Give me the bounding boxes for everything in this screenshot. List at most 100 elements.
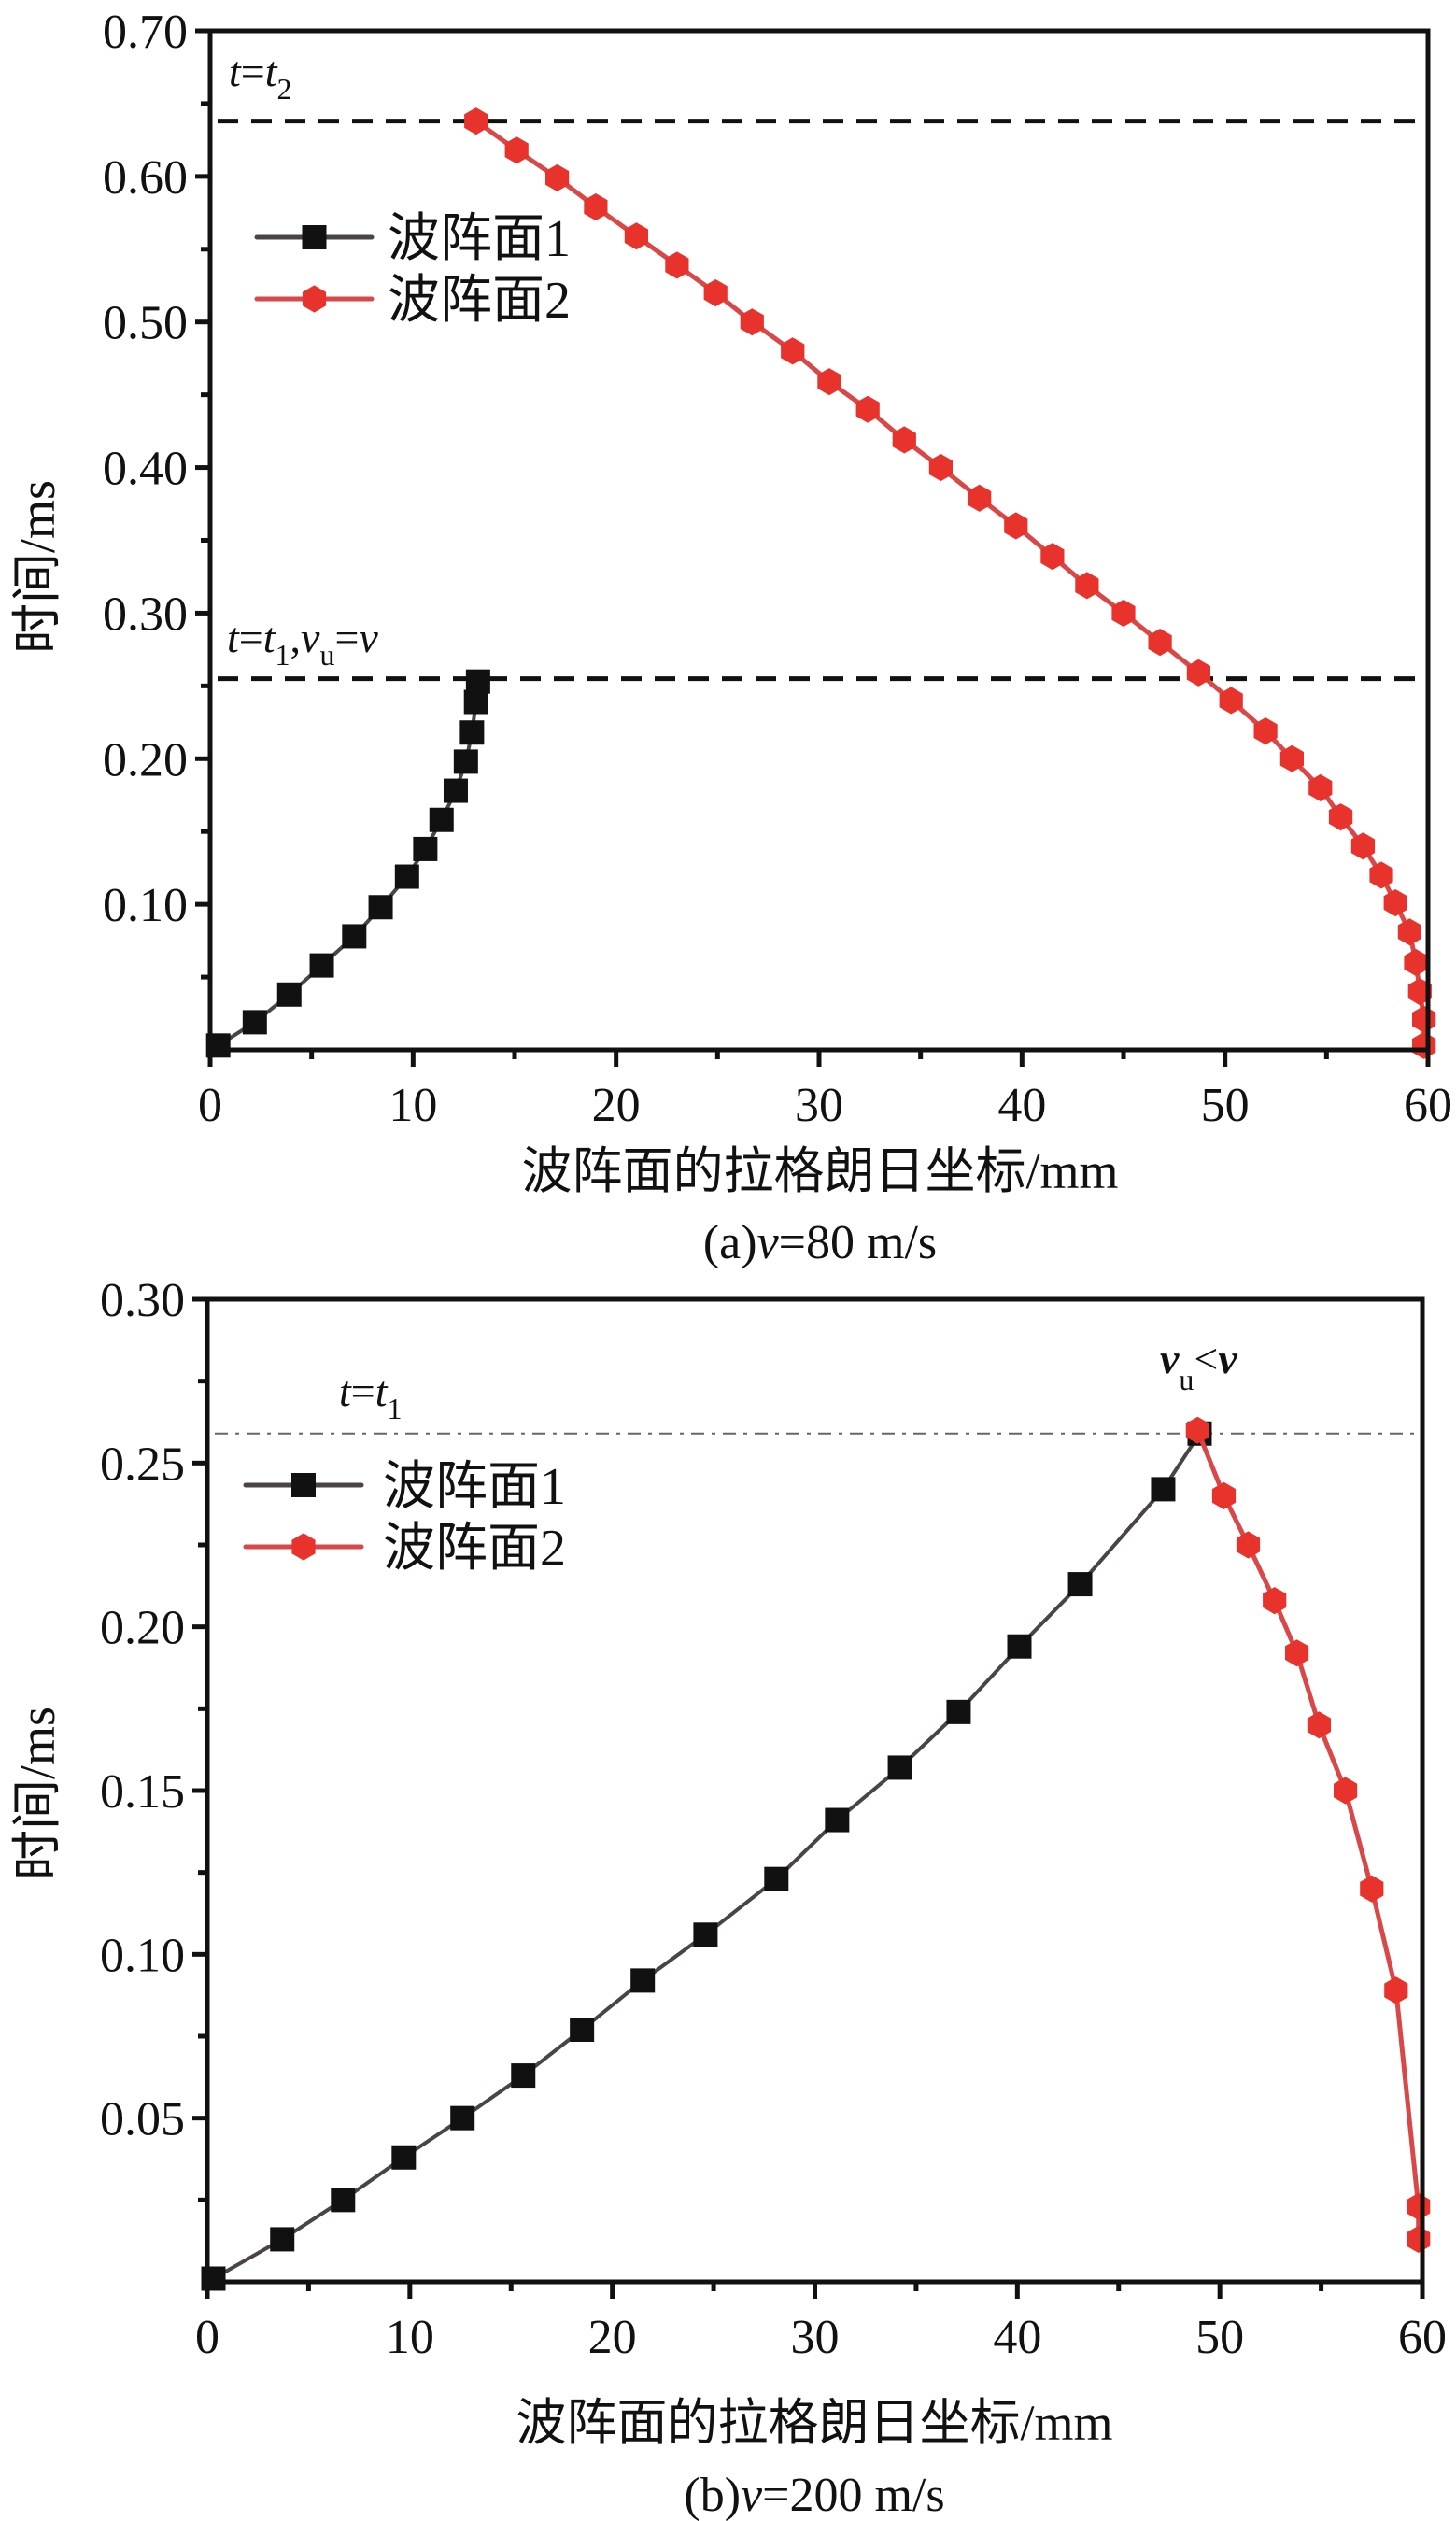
data-point-series-2 xyxy=(1404,948,1428,976)
y-tick-label: 0.15 xyxy=(100,1765,185,1819)
data-point-series-2 xyxy=(892,426,916,454)
caption-variable: v xyxy=(757,1216,780,1269)
data-point-series-2 xyxy=(1040,543,1065,571)
axes xyxy=(192,1296,1425,2299)
data-point-series-1 xyxy=(309,953,334,978)
data-point-series-2 xyxy=(1185,1416,1209,1444)
data-point-series-2 xyxy=(1369,861,1393,889)
data-point-series-2 xyxy=(624,222,648,250)
data-point-series-2 xyxy=(1308,773,1333,801)
y-tick-label: 0.20 xyxy=(100,1602,185,1655)
legend-marker-1 xyxy=(291,1473,316,1497)
annotation-t2: t=t2 xyxy=(229,48,292,106)
data-point-series-1 xyxy=(1007,1634,1032,1659)
series-layer xyxy=(201,1416,1431,2291)
x-tick-label: 20 xyxy=(592,1079,641,1132)
data-point-series-1 xyxy=(391,2145,417,2170)
data-point-series-2 xyxy=(1412,1005,1436,1033)
x-tick-label: 60 xyxy=(1398,2311,1447,2364)
data-point-series-1 xyxy=(429,807,454,832)
data-point-series-2 xyxy=(740,308,764,336)
y-tick-label: 0.30 xyxy=(100,1274,185,1327)
x-tick-label: 30 xyxy=(791,2311,840,2364)
data-point-series-2 xyxy=(1307,1711,1331,1739)
x-tick-label: 40 xyxy=(997,1079,1046,1132)
data-point-series-1 xyxy=(459,720,485,745)
legend-label-2: 波阵面2 xyxy=(383,1520,566,1578)
y-axis-title: 时间/ms xyxy=(9,1707,65,1880)
data-point-series-2 xyxy=(1350,832,1376,860)
y-tick-label: 0.10 xyxy=(103,879,188,932)
series-line-2 xyxy=(1194,1429,1421,2240)
y-tick-label: 0.60 xyxy=(103,151,188,205)
data-point-series-1 xyxy=(465,669,490,694)
x-axis-title: 波阵面的拉格朗日坐标/mm xyxy=(521,1143,1118,1199)
data-point-series-2 xyxy=(1219,687,1243,715)
legend-label-2: 波阵面2 xyxy=(388,272,571,330)
data-point-series-1 xyxy=(630,1968,656,1993)
x-tick-label: 0 xyxy=(198,1079,222,1132)
data-point-series-2 xyxy=(1211,1481,1237,1509)
data-point-series-2 xyxy=(584,193,608,221)
data-point-series-2 xyxy=(1285,1639,1309,1667)
data-point-series-1 xyxy=(463,689,488,715)
x-tick-label: 10 xyxy=(386,2311,434,2364)
legend-marker-2 xyxy=(302,285,327,313)
panel-b: 0 10 20 30 40 50 60 0.05 0.10 0.15 0.20 0.25 0.30 时间… xyxy=(9,1274,1447,2521)
y-tick-label: 0.10 xyxy=(100,1929,185,1982)
data-point-series-2 xyxy=(665,251,689,279)
data-point-series-1 xyxy=(242,1010,267,1035)
caption-prefix: (a) xyxy=(703,1216,757,1269)
data-point-series-2 xyxy=(703,279,728,307)
data-point-series-1 xyxy=(693,1922,718,1947)
x-tick-label: 10 xyxy=(389,1079,437,1132)
y-tick-label: 0.25 xyxy=(100,1438,185,1491)
legend-label-1: 波阵面1 xyxy=(388,210,571,268)
annotation-vu-less-than-v: vu<v xyxy=(1160,1335,1237,1396)
data-point-series-2 xyxy=(1004,512,1028,540)
data-point-series-2 xyxy=(1412,1031,1436,1059)
data-point-series-2 xyxy=(1075,572,1099,600)
data-point-series-2 xyxy=(1360,1875,1384,1903)
x-tick-label: 30 xyxy=(795,1079,843,1132)
legend-marker-2 xyxy=(291,1533,316,1561)
data-point-series-1 xyxy=(511,2063,536,2089)
annotation-t1-vu-equals-v: t=t1,vu=v xyxy=(227,614,378,672)
data-point-series-2 xyxy=(1186,659,1210,687)
data-point-series-2 xyxy=(1263,1587,1287,1615)
data-point-series-1 xyxy=(443,778,468,803)
annotation-t1: t=t1 xyxy=(339,1367,403,1425)
data-point-series-2 xyxy=(1334,1777,1358,1805)
reference-lines xyxy=(218,119,1421,682)
caption-prefix: (b) xyxy=(684,2469,741,2521)
x-tick-label: 50 xyxy=(1195,2311,1244,2364)
data-point-series-1 xyxy=(825,1807,850,1833)
legend-marker-1 xyxy=(302,225,327,249)
data-point-series-2 xyxy=(1397,918,1421,946)
data-point-series-2 xyxy=(1407,2192,1431,2220)
data-point-series-2 xyxy=(545,163,570,191)
panel-caption: (a)v=80 m/s xyxy=(703,1216,937,1269)
data-point-series-1 xyxy=(368,895,393,920)
y-tick-label: 0.70 xyxy=(103,6,188,59)
data-point-series-2 xyxy=(1253,717,1278,745)
data-point-series-2 xyxy=(817,368,841,396)
data-point-series-1 xyxy=(946,1699,971,1724)
data-point-series-2 xyxy=(1111,599,1136,627)
data-point-series-1 xyxy=(764,1866,789,1891)
data-point-series-2 xyxy=(855,395,880,423)
y-tick-label: 0.50 xyxy=(103,297,188,350)
caption-variable: v xyxy=(741,2469,763,2521)
plot-frame xyxy=(205,1296,1425,2285)
data-point-series-1 xyxy=(450,2105,475,2131)
data-point-series-2 xyxy=(781,337,805,365)
caption-value: =80 m/s xyxy=(779,1216,937,1269)
data-point-series-1 xyxy=(1151,1477,1176,1502)
data-point-series-1 xyxy=(270,2227,295,2252)
series-line-2 xyxy=(474,119,1427,1046)
axes xyxy=(195,28,1431,1067)
data-point-series-2 xyxy=(1384,1976,1408,2004)
data-point-series-2 xyxy=(1407,2225,1431,2253)
